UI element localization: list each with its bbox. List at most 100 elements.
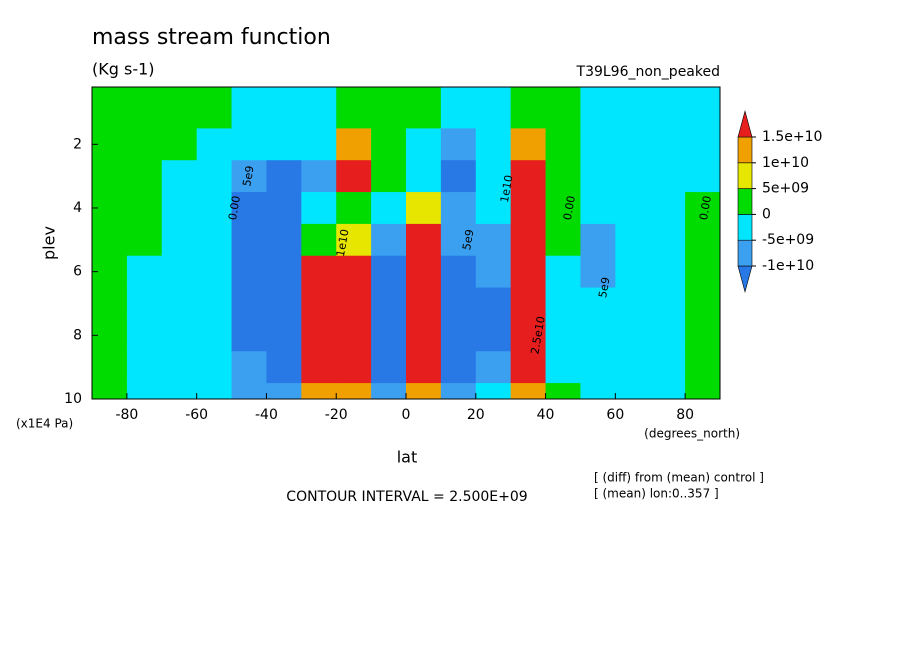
- contour-cell: [475, 223, 512, 257]
- contour-label: 1e10: [498, 174, 516, 204]
- contour-cell: [406, 255, 442, 289]
- contour-cell: [301, 192, 337, 225]
- contour-cell: [126, 192, 163, 225]
- colorbar-swatch: [737, 136, 753, 164]
- contour-cell: [650, 287, 686, 320]
- x-tick-label: 80: [676, 407, 694, 423]
- contour-cell: [336, 160, 372, 193]
- x-tick-label: 20: [467, 407, 485, 423]
- contour-cell: [685, 87, 720, 129]
- contour-cell: [161, 160, 198, 193]
- contour-cell: [231, 255, 267, 289]
- colorbar-swatch: [737, 162, 753, 189]
- colorbar-label: 5e+09: [762, 181, 809, 197]
- contour-cell: [92, 223, 128, 257]
- contour-cell: [371, 87, 407, 129]
- colorbar-swatch: [737, 265, 753, 293]
- contour-cell: [685, 128, 720, 161]
- contour-cell: [231, 87, 267, 129]
- x-tick-label: -20: [325, 407, 348, 423]
- contour-cell: [266, 383, 302, 399]
- contour-cell: [580, 383, 616, 399]
- contour-cell: [440, 255, 477, 289]
- contour-cell: [475, 287, 512, 320]
- contour-cell: [615, 160, 651, 193]
- contour-cell: [510, 319, 547, 352]
- contour-cell: [406, 128, 442, 161]
- contour-cell: [266, 192, 302, 225]
- contour-cell: [266, 319, 302, 352]
- contour-cell: [440, 319, 477, 352]
- contour-cell: [196, 255, 233, 289]
- contour-cell: [126, 255, 163, 289]
- contour-cell: [545, 192, 581, 225]
- contour-cell: [545, 160, 581, 193]
- contour-cell: [231, 128, 267, 161]
- contour-cell: [510, 255, 547, 289]
- contour-cell: [371, 287, 407, 320]
- contour-cell: [615, 255, 651, 289]
- contour-cell: [545, 351, 581, 384]
- y-axis-label: plev: [40, 226, 59, 260]
- contour-label: 0.00: [697, 195, 714, 221]
- contour-cell: [266, 160, 302, 193]
- contour-cell: [475, 87, 512, 129]
- contour-cell: [510, 287, 547, 320]
- y-tick-label: 4: [73, 200, 82, 216]
- contour-cell: [161, 223, 198, 257]
- contour-cell: [231, 192, 267, 225]
- contour-cell: [510, 87, 547, 129]
- contour-cell: [475, 128, 512, 161]
- contour-cell: [266, 351, 302, 384]
- contour-cell: [196, 383, 233, 399]
- contour-cell: [580, 128, 616, 161]
- contour-cell: [650, 223, 686, 257]
- contour-cell: [301, 128, 337, 161]
- contour-cell: [126, 87, 163, 129]
- colorbar-swatch: [737, 214, 753, 241]
- contour-cell: [615, 351, 651, 384]
- contour-cell: [371, 223, 407, 257]
- y-tick-label: 2: [73, 136, 82, 152]
- contour-cell: [580, 351, 616, 384]
- contour-cell: [336, 287, 372, 320]
- note: [ (diff) from (mean) control ]: [594, 471, 764, 485]
- contour-cell: [126, 319, 163, 352]
- contour-cell: [685, 255, 720, 289]
- contour-cell: [650, 128, 686, 161]
- colorbar-label: -1e+10: [762, 258, 814, 274]
- contour-cell: [371, 319, 407, 352]
- contour-cell: [545, 383, 581, 399]
- contour-cell: [336, 128, 372, 161]
- y-tick-label: 8: [73, 327, 82, 343]
- contour-cell: [580, 223, 616, 257]
- contour-cell: [266, 128, 302, 161]
- contour-cell: [685, 192, 720, 225]
- contour-cell: [510, 223, 547, 257]
- contour-cell: [406, 287, 442, 320]
- contour-cell: [650, 87, 686, 129]
- colorbar-swatch: [737, 188, 753, 215]
- contour-cell: [406, 192, 442, 225]
- contour-cell: [196, 287, 233, 320]
- contour-cell: [196, 223, 233, 257]
- contour-cell: [231, 223, 267, 257]
- colorbar-swatch: [737, 239, 753, 267]
- note: [ (mean) lon:0..357 ]: [594, 487, 719, 501]
- contour-cell: [161, 128, 198, 161]
- contour-cell: [266, 287, 302, 320]
- contour-cell: [650, 255, 686, 289]
- contour-interval: CONTOUR INTERVAL = 2.500E+09: [286, 489, 527, 505]
- contour-cell: [301, 87, 337, 129]
- contour-cell: [371, 192, 407, 225]
- contour-cell: [231, 160, 267, 193]
- contour-cell: [196, 319, 233, 352]
- contour-cell: [685, 287, 720, 320]
- contour-cell: [440, 351, 477, 384]
- contour-cell: [161, 319, 198, 352]
- contour-cell: [580, 287, 616, 320]
- contour-cell: [336, 383, 372, 399]
- contour-cell: [371, 128, 407, 161]
- y-unit: (x1E4 Pa): [16, 417, 73, 431]
